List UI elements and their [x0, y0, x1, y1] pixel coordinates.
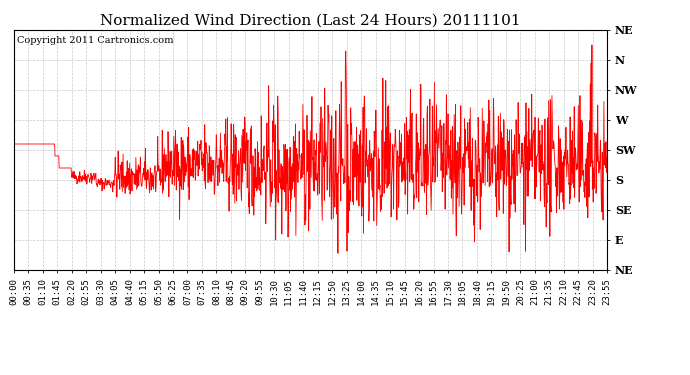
Title: Normalized Wind Direction (Last 24 Hours) 20111101: Normalized Wind Direction (Last 24 Hours…: [100, 13, 521, 27]
Text: Copyright 2011 Cartronics.com: Copyright 2011 Cartronics.com: [17, 36, 173, 45]
